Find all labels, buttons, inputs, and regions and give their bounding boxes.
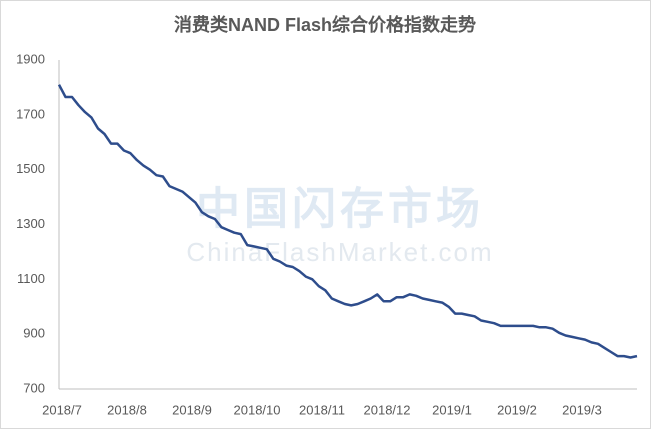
x-tick-label: 2019/3 xyxy=(562,402,602,417)
x-tick-label: 2018/7 xyxy=(42,402,82,417)
x-tick-label: 2019/2 xyxy=(497,402,537,417)
x-tick-label: 2019/1 xyxy=(432,402,472,417)
y-tick-label: 900 xyxy=(23,326,45,341)
x-tick-label: 2018/12 xyxy=(364,402,411,417)
y-tick-label: 1500 xyxy=(16,161,45,176)
y-tick-label: 1900 xyxy=(16,51,45,66)
line-series xyxy=(57,84,638,359)
x-tick-label: 2018/11 xyxy=(299,402,345,417)
y-tick-label: 700 xyxy=(23,380,45,395)
watermark: ChinaFlashMarket.com xyxy=(186,237,493,267)
x-tick-label: 2018/9 xyxy=(172,402,212,417)
y-tick-label: 1700 xyxy=(16,106,45,121)
y-tick-label: 1100 xyxy=(17,271,45,286)
y-tick-label: 1300 xyxy=(16,216,45,231)
chart-title: 消费类NAND Flash综合价格指数走势 xyxy=(174,14,476,35)
x-tick-label: 2018/8 xyxy=(107,402,147,417)
x-tick-label: 2018/10 xyxy=(234,402,281,417)
watermark: 中国闪存市场 xyxy=(196,185,484,234)
